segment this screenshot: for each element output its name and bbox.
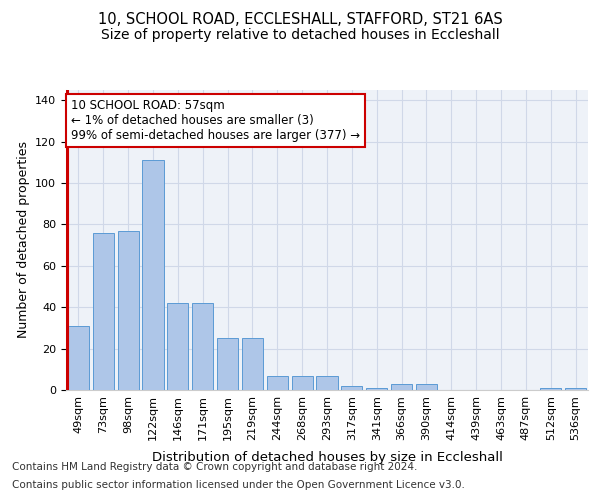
Text: 10 SCHOOL ROAD: 57sqm
← 1% of detached houses are smaller (3)
99% of semi-detach: 10 SCHOOL ROAD: 57sqm ← 1% of detached h… [71,99,361,142]
Bar [142,160,164,390]
Bar [565,388,586,390]
Text: Contains public sector information licensed under the Open Government Licence v3: Contains public sector information licen… [12,480,465,490]
Bar [391,384,412,390]
Bar [366,388,387,390]
Bar [267,376,288,390]
X-axis label: Distribution of detached houses by size in Eccleshall: Distribution of detached houses by size … [152,451,502,464]
Bar [167,303,188,390]
Bar [93,233,114,390]
Bar [292,376,313,390]
Text: Contains HM Land Registry data © Crown copyright and database right 2024.: Contains HM Land Registry data © Crown c… [12,462,418,472]
Bar [242,338,263,390]
Bar [316,376,338,390]
Bar [217,338,238,390]
Bar [416,384,437,390]
Bar [341,386,362,390]
Bar [118,230,139,390]
Text: 10, SCHOOL ROAD, ECCLESHALL, STAFFORD, ST21 6AS: 10, SCHOOL ROAD, ECCLESHALL, STAFFORD, S… [98,12,502,28]
Bar [68,326,89,390]
Bar [192,303,213,390]
Bar [540,388,561,390]
Y-axis label: Number of detached properties: Number of detached properties [17,142,29,338]
Text: Size of property relative to detached houses in Eccleshall: Size of property relative to detached ho… [101,28,499,42]
